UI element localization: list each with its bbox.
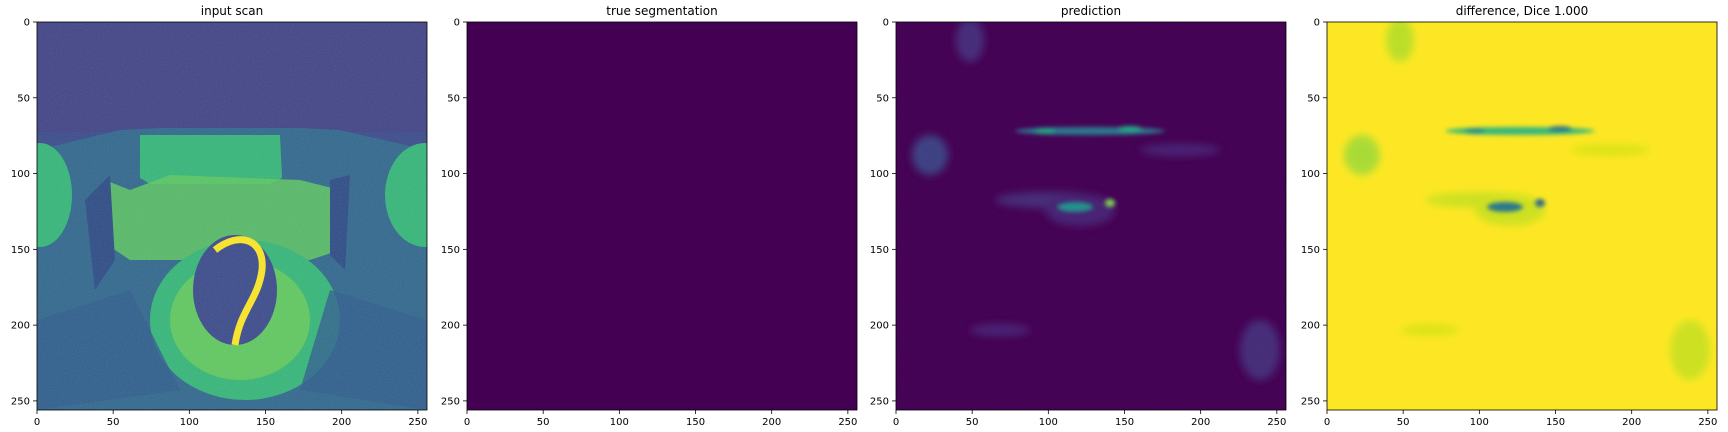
y-tick-label: 250 [11, 396, 30, 407]
panel-title-prediction: prediction [1061, 4, 1121, 18]
x-tick-label: 50 [537, 417, 550, 428]
y-tick-label: 150 [441, 245, 460, 256]
x-tick-label: 150 [256, 417, 275, 428]
y-tick-label: 0 [24, 18, 30, 29]
panel-title-difference: difference, Dice 1.000 [1456, 4, 1589, 18]
x-tick-label: 200 [1191, 417, 1210, 428]
scan-image [37, 22, 427, 410]
difference-image [1327, 22, 1717, 410]
y-tick-label: 0 [1314, 18, 1320, 29]
y-tick-label: 0 [883, 18, 889, 29]
y-tick-label: 200 [1301, 321, 1320, 332]
ticks-input-scan: 0 50 100 150 200 250 0 50 100 150 200 250 [11, 18, 428, 429]
x-tick-label: 0 [1324, 417, 1330, 428]
y-tick-label: 100 [441, 169, 460, 180]
ticks-difference: 0 50 100 150 200 250 0 50 100 150 200 250 [1301, 18, 1718, 429]
segmentation-image [467, 22, 857, 410]
y-tick-label: 250 [1301, 396, 1320, 407]
y-tick-label: 50 [1307, 93, 1320, 104]
x-tick-label: 0 [464, 417, 470, 428]
y-tick-label: 200 [441, 321, 460, 332]
x-tick-label: 150 [1115, 417, 1134, 428]
x-tick-label: 250 [1698, 417, 1717, 428]
y-tick-label: 50 [447, 93, 460, 104]
x-tick-label: 0 [34, 417, 40, 428]
x-tick-label: 200 [1622, 417, 1641, 428]
x-tick-label: 50 [1397, 417, 1410, 428]
x-tick-label: 200 [762, 417, 781, 428]
y-tick-label: 250 [870, 396, 889, 407]
y-tick-label: 50 [876, 93, 889, 104]
axes-frame-input-scan [36, 21, 428, 411]
y-tick-label: 150 [870, 245, 889, 256]
y-tick-label: 100 [11, 169, 30, 180]
y-tick-label: 200 [11, 321, 30, 332]
x-tick-label: 50 [966, 417, 979, 428]
panel-true-segmentation: true segmentation 0 50 100 150 200 250 0 50 100 1… [441, 4, 858, 428]
panel-title-true-segmentation: true segmentation [606, 4, 717, 18]
x-tick-label: 100 [180, 417, 199, 428]
axes-frame-prediction [895, 21, 1287, 411]
ticks-true-segmentation: 0 50 100 150 200 250 0 50 100 150 200 250 [441, 18, 858, 429]
panel-difference: difference, Dice 1.000 0 50 100 150 200 250 [1301, 4, 1718, 428]
panel-input-scan: input scan 0 50 100 150 200 250 0 50 100 150 200 25… [11, 4, 428, 429]
x-tick-label: 100 [1039, 417, 1058, 428]
x-tick-label: 200 [332, 417, 351, 428]
x-tick-label: 150 [1546, 417, 1565, 428]
x-tick-label: 150 [686, 417, 705, 428]
axes-frame-difference [1326, 21, 1718, 411]
panel-title-input-scan: input scan [201, 4, 264, 18]
y-tick-label: 200 [870, 321, 889, 332]
x-tick-label: 250 [408, 417, 427, 428]
x-tick-label: 100 [1470, 417, 1489, 428]
x-tick-label: 0 [893, 417, 899, 428]
x-tick-label: 250 [1267, 417, 1286, 428]
y-tick-label: 100 [870, 169, 889, 180]
x-tick-label: 50 [107, 417, 120, 428]
y-tick-label: 100 [1301, 169, 1320, 180]
x-tick-label: 100 [610, 417, 629, 428]
prediction-image [896, 22, 1286, 410]
y-tick-label: 150 [1301, 245, 1320, 256]
y-tick-label: 50 [17, 93, 30, 104]
x-tick-label: 250 [838, 417, 857, 428]
ticks-prediction: 0 50 100 150 200 250 0 50 100 150 200 250 [870, 18, 1287, 429]
y-tick-label: 250 [441, 396, 460, 407]
axes-frame-true-segmentation [466, 21, 858, 411]
y-tick-label: 0 [454, 18, 460, 29]
y-tick-label: 150 [11, 245, 30, 256]
